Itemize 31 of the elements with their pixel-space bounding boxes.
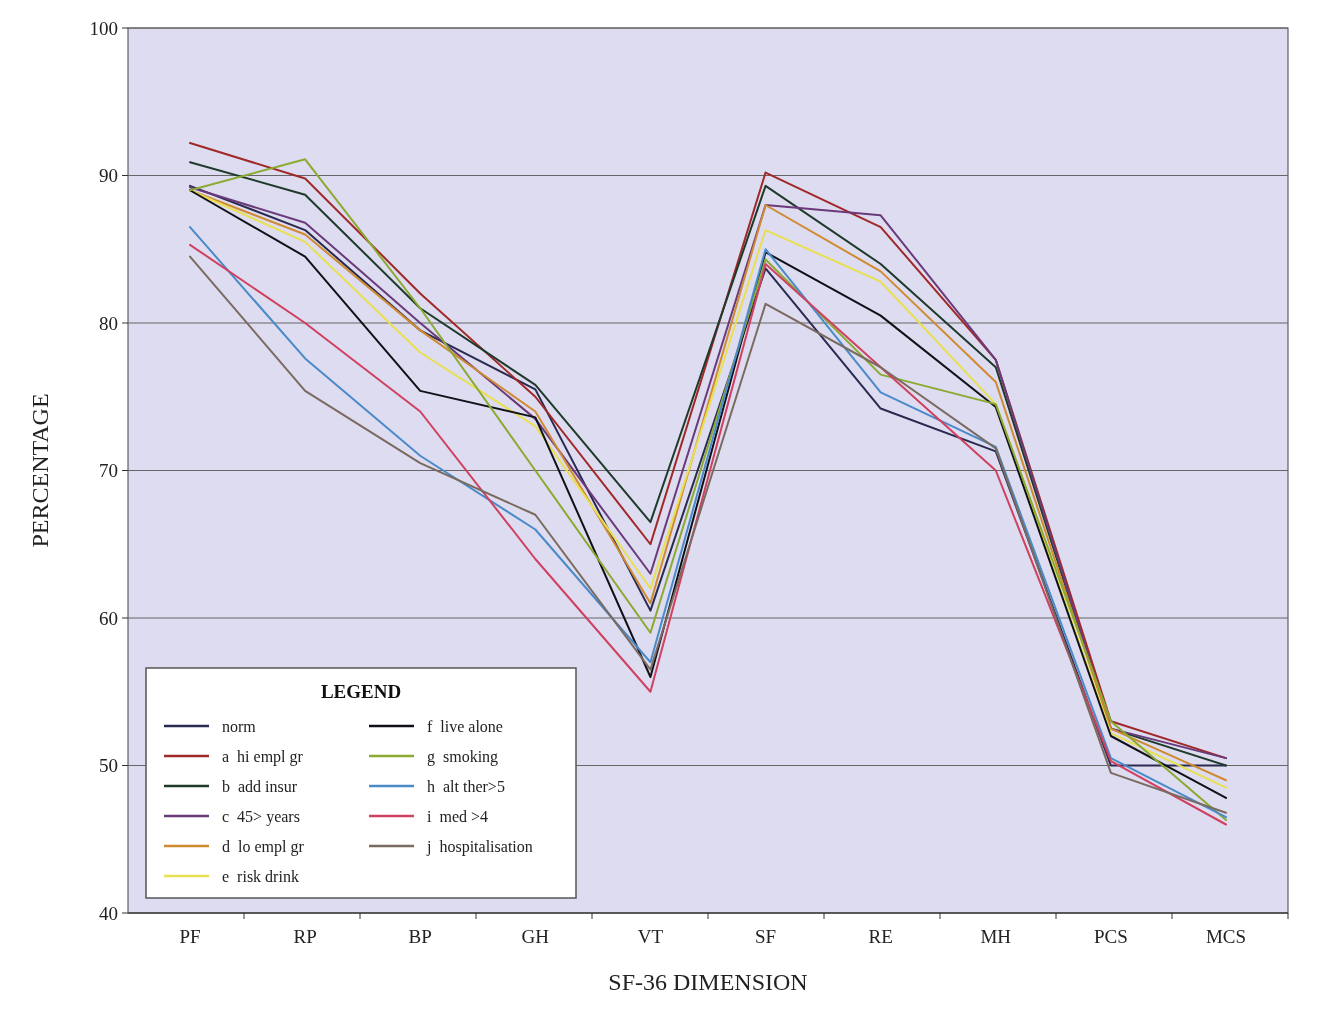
legend-label: e risk drink bbox=[222, 867, 299, 885]
x-tick-label: VT bbox=[637, 926, 664, 947]
legend-label: a hi empl gr bbox=[222, 747, 304, 766]
legend-label: b add insur bbox=[222, 777, 298, 795]
y-tick-label: 50 bbox=[99, 755, 118, 777]
legend-label: g smoking bbox=[427, 747, 499, 766]
x-tick-label: MH bbox=[980, 926, 1012, 947]
y-tick-label: 100 bbox=[89, 17, 118, 39]
x-tick-label: PCS bbox=[1093, 926, 1128, 947]
legend-label: i med >4 bbox=[427, 807, 489, 825]
legend-label: c 45> years bbox=[222, 807, 300, 826]
x-tick-label: GH bbox=[521, 926, 550, 947]
legend-title: LEGEND bbox=[320, 681, 402, 702]
legend-label: norm bbox=[222, 717, 257, 735]
x-tick-label: SF bbox=[754, 926, 777, 947]
x-tick-label: MCS bbox=[1205, 926, 1247, 947]
y-tick-label: 40 bbox=[99, 902, 118, 924]
y-tick-label: 90 bbox=[99, 165, 118, 187]
x-tick-label: RP bbox=[293, 926, 317, 947]
legend-label: f live alone bbox=[427, 717, 503, 735]
x-tick-label: RE bbox=[868, 926, 893, 947]
legend-label: h alt ther>5 bbox=[427, 777, 505, 795]
legend-label: j hospitalisation bbox=[426, 837, 533, 856]
y-tick-label: 80 bbox=[99, 312, 118, 334]
legend-label: d lo empl gr bbox=[222, 837, 305, 856]
y-axis-title: PERCENTAGE bbox=[27, 393, 53, 548]
y-tick-label: 60 bbox=[99, 607, 118, 629]
x-tick-label: BP bbox=[408, 926, 432, 947]
x-tick-label: PF bbox=[179, 926, 201, 947]
x-axis-title: SF-36 DIMENSION bbox=[608, 969, 808, 995]
y-tick-label: 70 bbox=[99, 460, 118, 482]
